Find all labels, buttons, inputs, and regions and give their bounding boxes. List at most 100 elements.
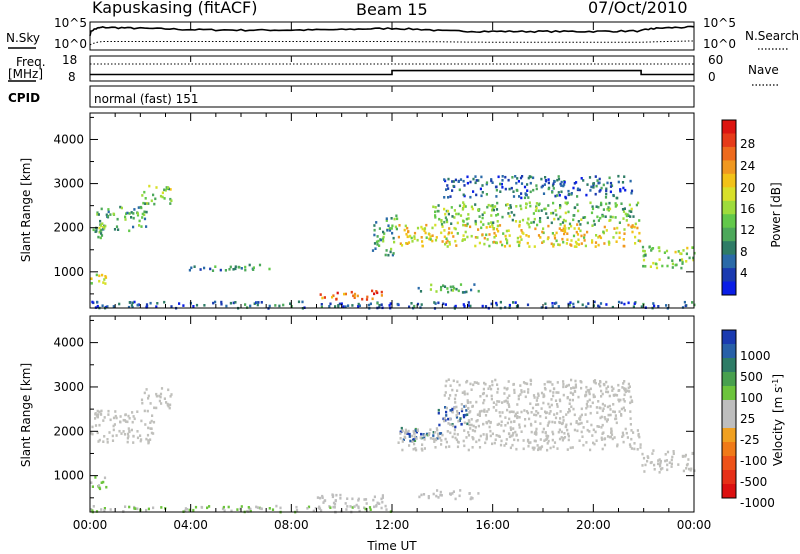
- heat-cell-9: [520, 196, 523, 200]
- heat-cell-4: [188, 268, 191, 272]
- heat-cell-2: [141, 194, 144, 197]
- heat-cell-9: [547, 181, 550, 185]
- heat-cell-6: [489, 429, 492, 433]
- power-colorbar-tick: 12: [740, 223, 755, 237]
- heat-cell-7: [622, 244, 625, 248]
- heat-cell-7: [603, 225, 606, 229]
- heat-cell-1: [167, 388, 170, 392]
- heat-cell-8: [618, 221, 621, 224]
- heat-cell-7: [557, 243, 560, 246]
- heat-cell-10: [92, 505, 95, 508]
- heat-cell-1: [128, 212, 131, 215]
- heat-cell-8: [506, 203, 509, 206]
- heat-cell-10: [192, 508, 195, 512]
- heat-cell-7: [408, 235, 411, 238]
- heat-cell-8: [451, 492, 454, 495]
- heat-cell-5: [356, 294, 359, 298]
- heat-cell-8: [466, 222, 469, 226]
- heat-cell-0: [122, 430, 125, 433]
- heat-cell-10: [271, 508, 275, 511]
- heat-cell-1: [97, 213, 100, 216]
- heat-cell-9: [596, 179, 599, 182]
- heat-cell-0: [136, 410, 139, 413]
- heat-cell-9: [472, 190, 475, 193]
- heat-cell-10: [358, 509, 361, 513]
- heat-cell-1: [117, 228, 120, 231]
- heat-cell-6: [413, 442, 416, 446]
- heat-cell-9: [499, 190, 502, 193]
- heat-cell-7: [577, 243, 581, 246]
- heat-cell-6: [471, 436, 474, 439]
- heat-cell-8: [614, 202, 617, 205]
- heat-cell-7: [448, 227, 451, 230]
- heat-cell-8: [434, 214, 437, 217]
- heat-cell-7: [552, 394, 555, 398]
- heat-cell-12: [342, 305, 345, 308]
- heat-cell-10: [206, 506, 209, 510]
- velocity-colorbar-segment: [722, 456, 736, 471]
- heat-cell-0: [123, 433, 127, 436]
- heat-cell-10: [449, 285, 452, 289]
- heat-cell-7: [576, 223, 579, 226]
- heat-cell-7: [447, 232, 450, 236]
- heat-cell-8: [434, 210, 437, 214]
- heat-cell-7: [609, 413, 612, 417]
- heat-cell-7: [577, 227, 580, 230]
- heat-cell-8: [449, 492, 452, 495]
- heat-cell-7: [520, 390, 523, 394]
- heat-cell-2: [161, 191, 164, 195]
- heat-cell-2: [148, 184, 151, 188]
- heat-cell-6: [552, 432, 555, 436]
- heat-cell-8: [550, 221, 553, 225]
- heat-cell-6: [633, 447, 636, 451]
- heat-cell-7: [494, 378, 497, 382]
- heat-cell-7: [579, 415, 582, 418]
- heat-cell-10: [470, 288, 473, 292]
- velocity-panel-bg: [90, 316, 694, 512]
- heat-cell-9: [535, 187, 538, 191]
- heat-cell-12: [192, 305, 195, 308]
- heat-cell-9: [560, 184, 563, 187]
- heat-cell-12: [499, 300, 502, 304]
- heat-cell-6: [392, 252, 395, 255]
- heat-cell-8: [477, 492, 480, 495]
- heat-cell-9: [481, 184, 484, 187]
- heat-cell-9: [529, 190, 532, 194]
- heat-cell-6: [432, 437, 435, 440]
- heat-cell-7: [607, 240, 610, 244]
- heat-cell-7: [473, 381, 476, 384]
- heat-cell-1: [107, 210, 110, 214]
- heat-cell-6: [394, 225, 397, 229]
- heat-cell-12: [454, 304, 457, 308]
- heat-cell-6: [624, 427, 627, 431]
- heat-cell-8: [464, 205, 467, 208]
- heat-cell-1: [136, 213, 140, 217]
- heat-cell-9: [559, 182, 562, 186]
- heat-cell-6: [404, 432, 407, 435]
- heat-cell-6: [373, 224, 376, 227]
- heat-cell-9: [666, 450, 670, 454]
- heat-cell-7: [598, 382, 601, 386]
- heat-cell-9: [512, 190, 515, 193]
- heat-cell-7: [505, 229, 508, 233]
- heat-cell-9: [512, 195, 516, 198]
- heat-cell-6: [562, 437, 565, 440]
- heat-cell-6: [625, 431, 628, 435]
- heat-cell-7: [579, 418, 582, 421]
- heat-cell-7: [406, 235, 409, 239]
- heat-cell-7: [397, 235, 400, 239]
- heat-cell-8: [494, 205, 497, 208]
- heat-cell-7: [444, 242, 447, 246]
- heat-cell-4: [219, 268, 222, 272]
- heat-cell-6: [463, 429, 466, 432]
- heat-cell-6: [399, 432, 402, 435]
- heat-cell-11: [667, 256, 670, 260]
- heat-cell-7: [564, 425, 567, 429]
- heat-cell-12: [551, 305, 554, 308]
- heat-cell-2: [105, 485, 108, 489]
- heat-cell-9: [598, 177, 601, 181]
- heat-cell-6: [390, 227, 393, 230]
- heat-cell-8: [589, 201, 592, 205]
- heat-cell-7: [556, 412, 559, 415]
- noise-tick-left-top: 10^5: [54, 16, 87, 30]
